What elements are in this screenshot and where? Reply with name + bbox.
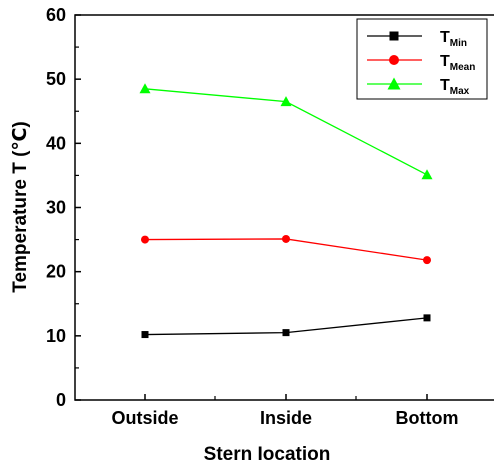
legend-marker (389, 31, 399, 41)
y-axis: 0 10 20 30 40 50 60 (46, 5, 81, 410)
series-min (141, 314, 431, 339)
legend-item-min: TMin (367, 29, 467, 49)
legend-item-max: TMax (367, 77, 470, 97)
y-tick-label: 0 (56, 390, 66, 410)
data-point-max (421, 169, 433, 180)
data-point-max (139, 83, 151, 94)
legend-item-mean: TMean (367, 53, 475, 73)
legend-marker (387, 77, 401, 90)
legend-label: TMean (440, 53, 475, 73)
legend-marker (389, 55, 399, 65)
legend-box (356, 18, 488, 100)
data-point-mean (423, 256, 431, 265)
y-axis-label: Temperature T (℃) (10, 121, 31, 293)
data-point-mean (282, 234, 290, 243)
series-mean (141, 234, 431, 265)
data-point-min (423, 314, 431, 322)
data-point-min (141, 331, 149, 339)
y-tick-label: 40 (46, 133, 66, 153)
legend-label: TMin (440, 29, 467, 49)
y-tick-label: 30 (46, 198, 66, 218)
data-point-mean (141, 235, 149, 244)
data-point-min (282, 329, 290, 337)
y-tick-label: 60 (46, 5, 66, 25)
y-tick-label: 50 (46, 69, 66, 89)
legend: TMin TMean TMax (356, 18, 488, 100)
y-tick-label: 20 (46, 262, 66, 282)
series-layer (139, 83, 433, 339)
series-max (139, 83, 433, 180)
x-axis-label: Stern Iocation (204, 444, 331, 465)
x-tick-label: Outside (111, 408, 178, 428)
x-tick-label: Bottom (396, 408, 459, 428)
x-tick-label: Inside (260, 408, 312, 428)
y-tick-label: 10 (46, 326, 66, 346)
x-axis: Outside Inside Bottom (111, 394, 458, 428)
legend-label: TMax (440, 77, 470, 97)
data-point-max (280, 96, 292, 107)
